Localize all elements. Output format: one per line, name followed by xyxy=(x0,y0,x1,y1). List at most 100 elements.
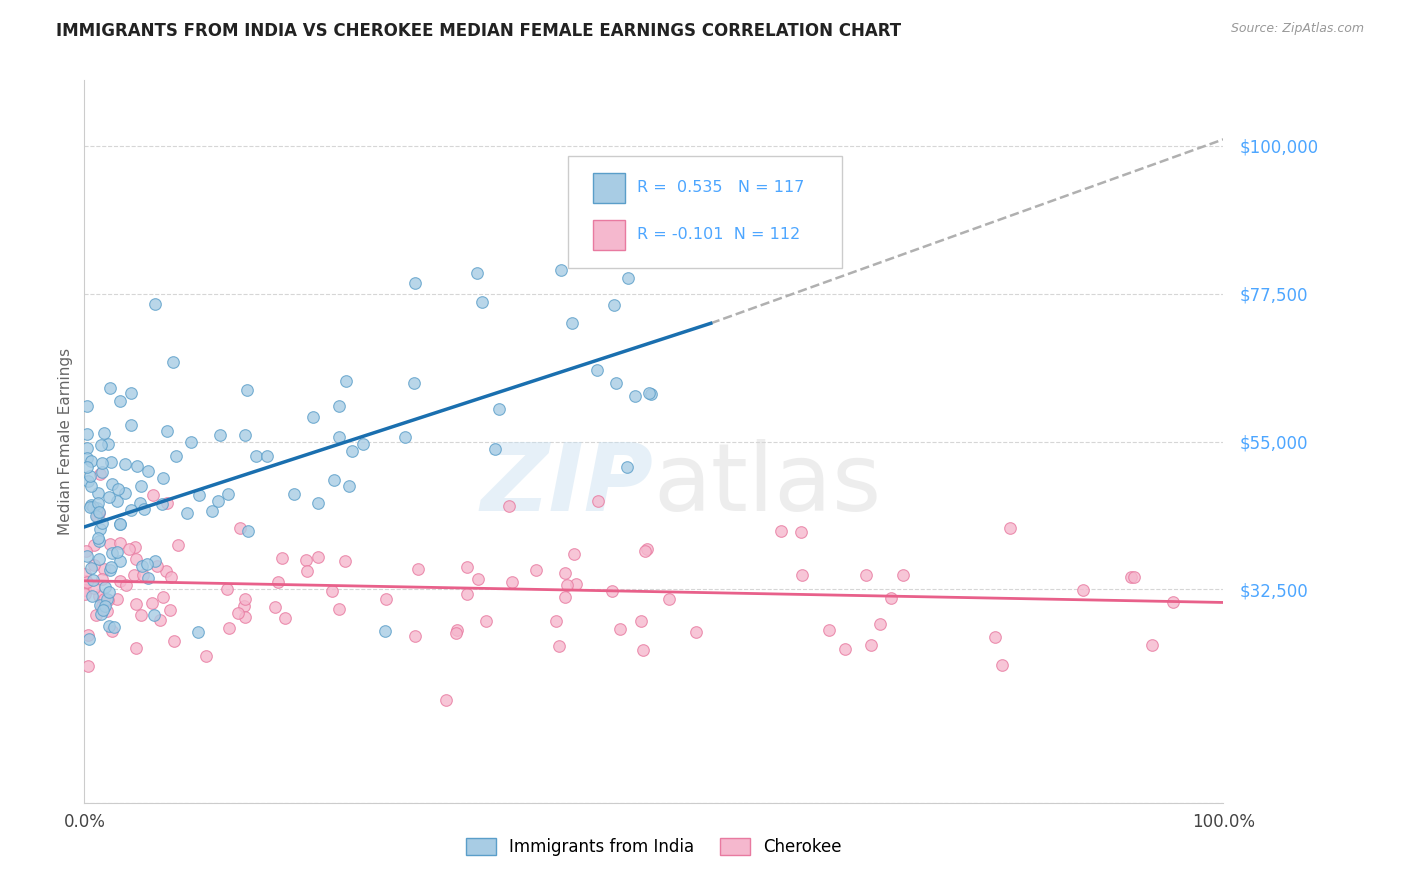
Point xyxy=(467,572,489,586)
Point xyxy=(115,578,138,592)
Point xyxy=(80,498,103,512)
Point xyxy=(215,582,238,596)
Point xyxy=(550,263,572,277)
Point xyxy=(101,624,124,639)
Point xyxy=(526,563,548,577)
Point xyxy=(91,465,114,479)
Point xyxy=(83,558,105,572)
Point xyxy=(129,496,152,510)
Point xyxy=(114,457,136,471)
Point xyxy=(152,471,174,485)
Point xyxy=(374,624,396,638)
Point xyxy=(120,503,142,517)
Point xyxy=(124,552,146,566)
Point xyxy=(87,506,110,520)
Point xyxy=(107,482,129,496)
Point xyxy=(108,394,131,409)
Point xyxy=(1122,570,1144,584)
Point xyxy=(87,531,110,545)
Point xyxy=(637,386,659,401)
Point xyxy=(600,583,623,598)
Text: ZIP: ZIP xyxy=(481,439,654,531)
Point xyxy=(76,574,98,589)
Point xyxy=(124,541,146,555)
Point xyxy=(609,622,631,636)
Point xyxy=(1161,595,1184,609)
Point xyxy=(544,614,567,628)
Point xyxy=(136,558,159,572)
Point xyxy=(100,455,122,469)
Point xyxy=(270,550,292,565)
Point xyxy=(120,385,142,400)
Point xyxy=(263,599,285,614)
Point xyxy=(110,554,132,568)
Point xyxy=(402,376,425,391)
Point xyxy=(617,270,640,285)
Point xyxy=(76,426,98,441)
Point xyxy=(323,473,346,487)
Point xyxy=(565,577,588,591)
Point xyxy=(87,496,110,510)
Point xyxy=(98,537,121,551)
Point xyxy=(89,599,111,613)
Point xyxy=(80,590,103,604)
Point xyxy=(283,486,305,500)
Point xyxy=(307,496,329,510)
Point xyxy=(75,567,97,582)
Point xyxy=(97,437,120,451)
Point xyxy=(76,628,98,642)
Point xyxy=(79,561,101,575)
Point xyxy=(87,533,110,548)
Point xyxy=(1142,638,1164,652)
Point xyxy=(180,434,202,449)
Point xyxy=(110,536,132,550)
Point xyxy=(636,541,658,556)
Point xyxy=(229,521,252,535)
Point xyxy=(630,614,652,628)
Point xyxy=(855,568,877,582)
Point xyxy=(136,464,159,478)
Point xyxy=(108,516,131,531)
Point xyxy=(859,639,882,653)
Point xyxy=(108,574,131,589)
Point xyxy=(226,606,249,620)
Point xyxy=(101,476,124,491)
Point xyxy=(834,642,856,657)
Point xyxy=(217,487,239,501)
Point xyxy=(484,442,506,456)
Point xyxy=(90,456,112,470)
Bar xyxy=(593,219,626,250)
Point xyxy=(136,571,159,585)
Point xyxy=(91,572,114,586)
Point xyxy=(869,617,891,632)
Point xyxy=(120,418,142,433)
Point xyxy=(89,552,111,566)
Point xyxy=(94,599,117,614)
Point xyxy=(335,553,357,567)
Point xyxy=(89,467,111,482)
Point xyxy=(87,486,110,500)
Point xyxy=(342,443,364,458)
Point xyxy=(406,562,429,576)
Point xyxy=(321,584,343,599)
Point xyxy=(90,599,112,613)
Point xyxy=(998,521,1021,535)
Point xyxy=(100,559,122,574)
Point xyxy=(149,613,172,627)
Point xyxy=(554,566,576,580)
Point xyxy=(195,648,218,663)
Point xyxy=(790,568,813,582)
Point xyxy=(90,607,112,621)
Point xyxy=(658,591,681,606)
Point xyxy=(631,642,654,657)
Point xyxy=(96,592,118,607)
Point xyxy=(328,601,350,615)
Point xyxy=(337,478,360,492)
Point xyxy=(1119,569,1142,583)
Point xyxy=(89,522,111,536)
Point xyxy=(789,524,811,539)
FancyBboxPatch shape xyxy=(568,156,842,268)
Point xyxy=(624,389,647,403)
Point xyxy=(394,430,416,444)
Point xyxy=(302,409,325,424)
